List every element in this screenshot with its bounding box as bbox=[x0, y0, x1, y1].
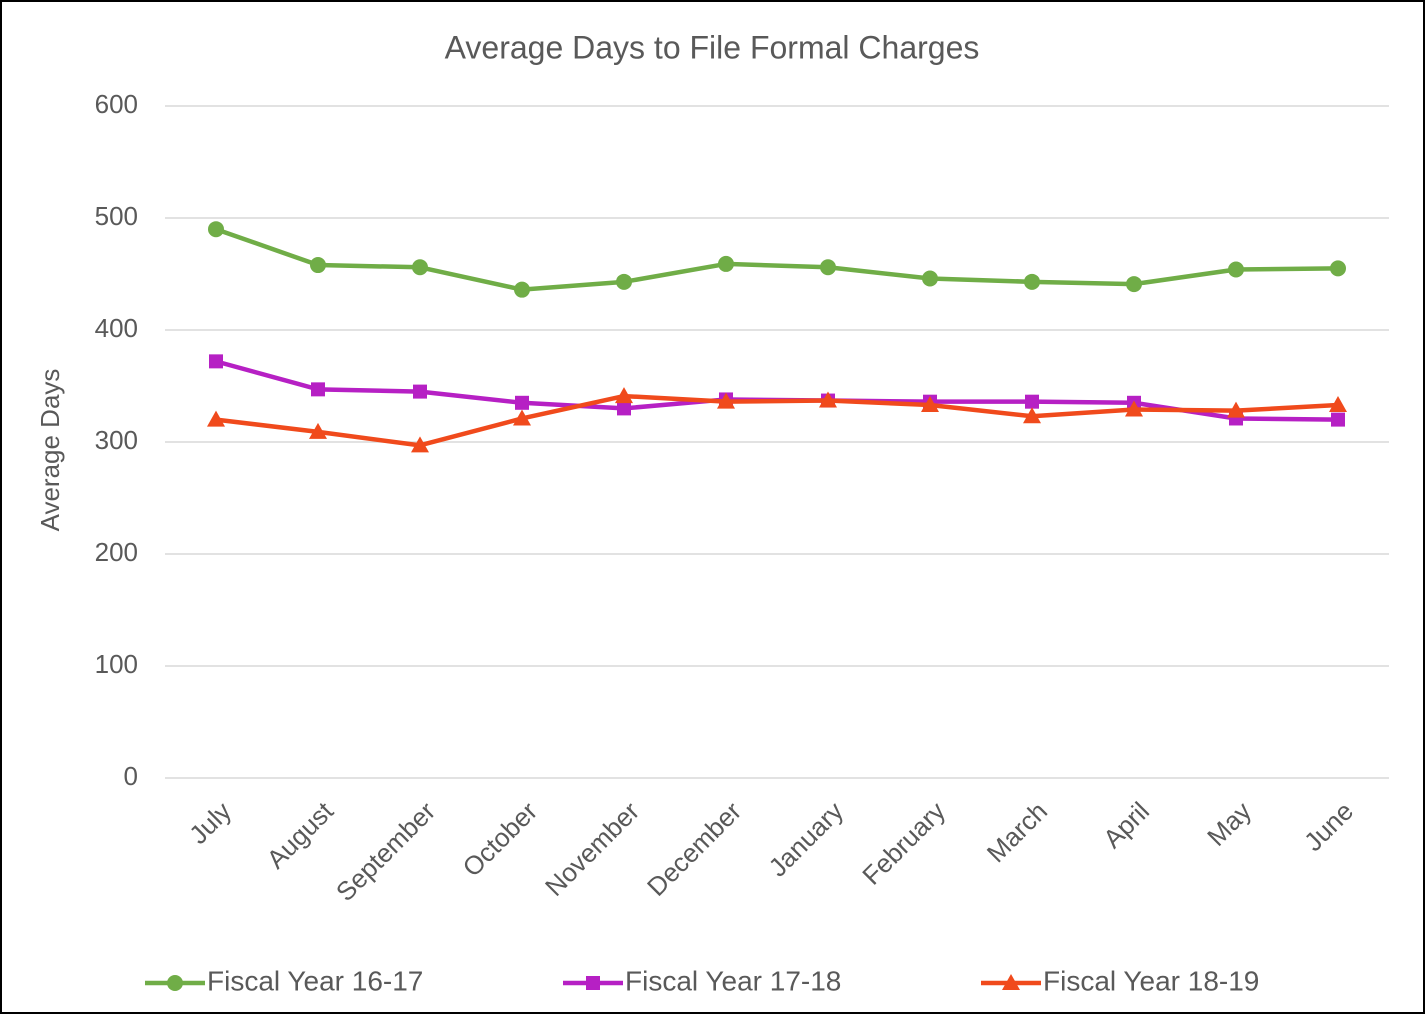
data-point bbox=[209, 354, 223, 369]
data-point bbox=[820, 259, 836, 276]
data-point bbox=[1330, 260, 1346, 277]
data-point bbox=[718, 255, 734, 272]
data-point bbox=[309, 422, 327, 439]
data-point bbox=[617, 401, 631, 416]
data-point bbox=[310, 257, 326, 274]
y-tick-label: 0 bbox=[124, 761, 138, 791]
chart-title: Average Days to File Formal Charges bbox=[445, 29, 980, 65]
data-point bbox=[1023, 407, 1041, 424]
series-line bbox=[215, 393, 1339, 448]
data-point bbox=[717, 392, 735, 409]
data-point bbox=[514, 281, 530, 298]
data-point bbox=[1025, 394, 1039, 409]
data-point bbox=[208, 221, 224, 238]
data-point bbox=[819, 391, 837, 408]
data-point bbox=[1126, 276, 1142, 293]
y-tick-label: 100 bbox=[95, 649, 138, 679]
data-point bbox=[1331, 412, 1345, 427]
data-point bbox=[1227, 401, 1245, 418]
series-line bbox=[215, 227, 1339, 292]
data-point bbox=[615, 387, 633, 404]
legend-label: Fiscal Year 18-19 bbox=[1043, 965, 1259, 996]
legend-marker bbox=[167, 975, 183, 991]
data-point bbox=[411, 436, 429, 453]
data-point bbox=[513, 409, 531, 426]
legend-label: Fiscal Year 16-17 bbox=[207, 965, 423, 996]
y-tick-label: 200 bbox=[95, 537, 138, 567]
y-tick-label: 600 bbox=[95, 89, 138, 119]
data-point bbox=[413, 384, 427, 399]
data-point bbox=[412, 259, 428, 276]
data-point bbox=[921, 396, 939, 413]
data-point bbox=[1329, 396, 1347, 413]
data-point bbox=[1228, 261, 1244, 278]
y-tick-label: 300 bbox=[95, 425, 138, 455]
y-axis-title: Average Days bbox=[35, 369, 65, 532]
data-point bbox=[1024, 273, 1040, 290]
legend-marker bbox=[586, 976, 600, 990]
data-point bbox=[207, 410, 225, 427]
data-point bbox=[922, 270, 938, 287]
legend-label: Fiscal Year 17-18 bbox=[625, 965, 841, 996]
data-point bbox=[515, 395, 529, 410]
data-point bbox=[616, 273, 632, 290]
y-tick-label: 500 bbox=[95, 201, 138, 231]
legend-marker bbox=[1002, 974, 1020, 990]
data-point bbox=[311, 382, 325, 397]
data-point bbox=[1125, 400, 1143, 417]
y-tick-label: 400 bbox=[95, 313, 138, 343]
